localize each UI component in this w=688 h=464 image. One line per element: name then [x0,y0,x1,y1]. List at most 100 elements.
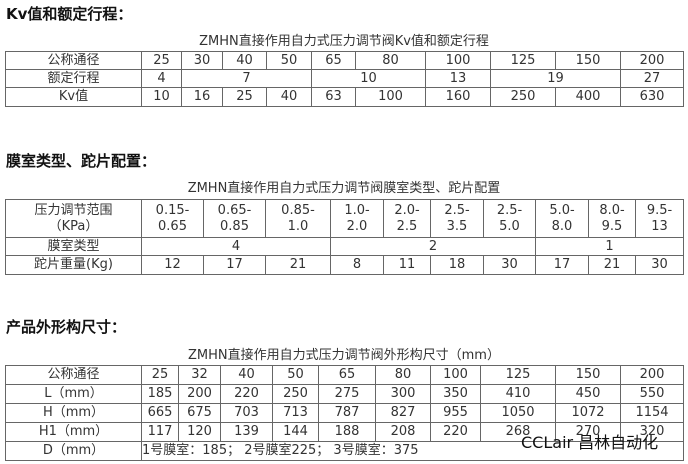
table-row: 公称通径 25 30 40 50 65 80 100 125 150 200 [5,51,684,70]
table-cell: 208 [375,422,431,442]
table-row: 公称通径 25 32 40 50 65 80 100 125 150 200 [5,365,684,385]
table-cell: 1154 [620,403,684,423]
table-cell: 21 [265,255,331,275]
table-cell: 11 [383,255,431,275]
table: 公称通径 25 30 40 50 65 80 100 125 150 200 额定行程 4 7 10 13 19… [5,51,684,107]
table-cell: 450 [555,384,621,404]
table-cell: 125 [490,51,556,70]
row-label: 公称通径 [5,51,142,70]
table-cell: 25 [222,87,267,107]
table-cell: 40 [222,51,267,70]
row-label: Kv值 [5,87,142,107]
table-cell: 827 [375,403,431,423]
table-cell: 160 [425,87,491,107]
table-cell: 21 [588,255,636,275]
table-cell: 40 [220,365,273,385]
table-row: 额定行程 4 7 10 13 19 27 [5,69,684,88]
row-label: 额定行程 [5,69,142,88]
table-row: Kv值 10 16 25 40 63 100 160 250 400 630 [5,87,684,107]
table-cell: 19 [490,69,621,88]
table-cell: 250 [272,384,319,404]
row-label: 压力调节范围 （KPa） [5,199,142,238]
table-cell: 30 [181,51,223,70]
table-row: 膜室类型 4 2 1 [5,237,684,256]
table-cell: 144 [272,422,319,442]
table-cell: 8 [330,255,384,275]
table-cell: 220 [430,422,481,442]
table-cell: 10 [311,69,426,88]
table-cell: 275 [318,384,376,404]
table-cell: 13 [425,69,491,88]
table-row: L（mm） 185 200 220 250 275 300 350 410 450 550 [5,384,684,404]
table-cell: 80 [355,51,426,70]
table-cell: 2.5- 5.0 [483,199,536,238]
table-cell: 7 [181,69,312,88]
table-cell: 17 [535,255,589,275]
table-cell: 410 [480,384,556,404]
table-cell: 80 [375,365,431,385]
table-cell: 350 [430,384,481,404]
table-row: H1（mm） 117 120 139 144 188 208 220 268 270 320 [5,422,684,442]
table-caption: ZMHN直接作用自力式压力调节阀膜室类型、跎片配置 [187,181,501,196]
table-cell: 2.0- 2.5 [383,199,431,238]
section-heading: Kv值和额定行程： [6,5,133,23]
row-label: 膜室类型 [5,237,142,256]
table-cell: 185 [141,384,179,404]
table-cell: 220 [220,384,273,404]
row-label: D（mm） [5,441,142,461]
table-cell: 150 [555,51,621,70]
table-cell: 150 [555,365,621,385]
table-cell: 4 [141,237,331,256]
table-cell: 2 [330,237,536,256]
table-cell: 400 [555,87,621,107]
table-cell: 100 [355,87,426,107]
table-cell: 32 [178,365,221,385]
table-cell: 9.5- 13 [635,199,684,238]
table-cell: 25 [141,365,179,385]
row-label: H（mm） [5,403,142,423]
table-cell: 8.0- 9.5 [588,199,636,238]
table-cell: 139 [220,422,273,442]
table-cell: 200 [620,51,684,70]
table-cell: 665 [141,403,179,423]
table-cell: 65 [318,365,376,385]
table-cell: 1072 [555,403,621,423]
table-row: 压力调节范围 （KPa） 0.15- 0.65 0.65- 0.85 0.85- 1.… [5,199,684,238]
table-cell: 200 [620,365,684,385]
table-cell: 955 [430,403,481,423]
table-cell: 300 [375,384,431,404]
table-cell: 1号膜室：185； 2号膜室225； 3号膜室：375 [141,441,684,461]
table-cell: 188 [318,422,376,442]
table-cell: 25 [141,51,182,70]
table-caption: ZMHN直接作用自力式压力调节阀Kv值和额定行程 [199,34,489,49]
table-cell: 550 [620,384,684,404]
table-cell: 4 [141,69,182,88]
table-cell: 40 [266,87,312,107]
table-cell: 50 [266,51,312,70]
table-cell: 630 [620,87,684,107]
table-cell: 16 [181,87,223,107]
table-cell: 250 [490,87,556,107]
table: 压力调节范围 （KPa） 0.15- 0.65 0.65- 0.85 0.85- 1.… [5,199,684,275]
table-cell: 1.0- 2.0 [330,199,384,238]
table-cell: 200 [178,384,221,404]
table-cell: 675 [178,403,221,423]
row-label: 跎片重量(Kg) [5,255,142,275]
table-cell: 10 [141,87,182,107]
row-label: L（mm） [5,384,142,404]
table-cell: 5.0- 8.0 [535,199,589,238]
row-label: H1（mm） [5,422,142,442]
table-cell: 120 [178,422,221,442]
table-cell: 713 [272,403,319,423]
watermark: CCLair 昌林自动化 [521,433,659,452]
table-cell: 1 [535,237,684,256]
table-cell: 12 [141,255,204,275]
table-cell: 125 [480,365,556,385]
table-cell: 0.15- 0.65 [141,199,204,238]
table-cell: 50 [272,365,319,385]
table: 公称通径 25 32 40 50 65 80 100 125 150 200 L（mm） 185 200 2… [5,365,684,461]
table-row: H（mm） 665 675 703 713 787 827 955 1050 1072 1154 [5,403,684,423]
table-cell: 0.65- 0.85 [203,199,266,238]
table-cell: 100 [425,51,491,70]
